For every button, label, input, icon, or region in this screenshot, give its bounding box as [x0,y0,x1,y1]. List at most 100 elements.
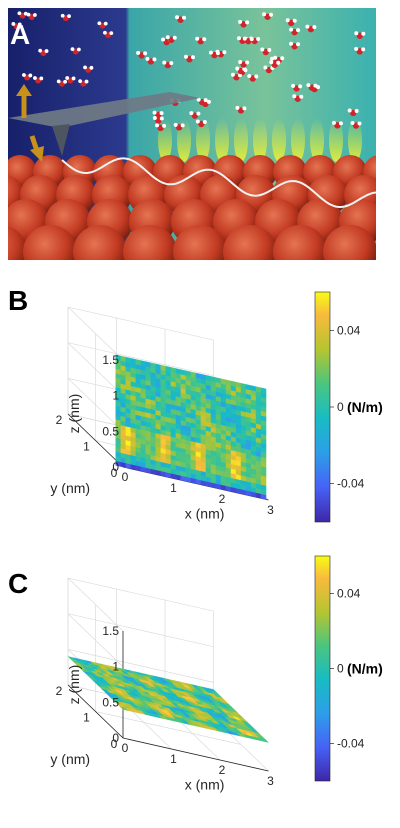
water-molecule [103,30,114,39]
water-molecule [291,83,303,92]
surface-atom [23,225,77,260]
force-map-cell [259,737,270,743]
water-molecule [305,24,317,33]
interface-glow-band [329,118,343,162]
force-map-cell [255,386,262,393]
water-molecule [152,116,164,124]
interface-glow-band [196,118,210,162]
water-molecule [145,56,157,65]
force-map-cell [155,363,162,370]
x-tick-label: 0 [122,470,129,484]
x-tick-label: 2 [219,763,226,777]
x-axis-line [122,737,269,772]
surface-atom [173,225,227,260]
interface-glow-band [234,118,248,162]
z-tick-label: 1.5 [102,353,119,367]
water-molecule [175,15,187,23]
water-molecules [11,11,366,132]
water-molecule [60,13,71,22]
water-molecule [289,41,301,50]
water-molecule [235,66,247,75]
afm-cantilever [8,92,200,128]
surface-atom [0,199,7,245]
force-map-cell [160,364,167,372]
grid-line [67,342,124,396]
surface-atoms [0,155,376,260]
y-axis-line [67,413,124,468]
force-map-cell [245,384,252,391]
force-map-cell [240,383,247,390]
water-molecule [152,110,164,119]
grid-line [67,306,124,361]
interface-glow-band [348,118,362,162]
water-molecule [22,73,33,81]
y-tick-label: 0 [111,466,118,480]
grid-line [67,342,214,377]
water-molecule [285,18,297,27]
water-molecule [183,54,195,63]
force-map-cell [215,377,222,384]
interface-glow-band [215,118,229,162]
grid-line [67,378,124,432]
water-molecule [196,97,208,106]
x-tick-label: 1 [170,481,177,495]
grid-line [67,577,214,612]
water-molecule [306,83,318,91]
interface-glow-band [291,118,305,162]
x-tick-label: 0 [122,741,129,755]
water-molecule [289,27,301,36]
force-map-cell [250,385,257,392]
water-molecule [242,36,254,45]
water-molecule [162,60,174,69]
x-tick-label: 3 [267,503,274,517]
water-molecule [247,73,259,82]
water-molecule [230,72,242,81]
water-molecule [70,47,81,55]
panel-c-y-label: y (nm) [50,751,90,767]
force-map-cell [185,370,192,377]
panel-b-y-label: y (nm) [50,480,90,496]
panel-c-z-label: z (nm) [66,665,82,705]
water-molecule [260,47,272,56]
y-tick-label: 1 [83,440,90,454]
water-molecule [65,76,76,84]
panel-c-colorbar-ticks: 0.04 0 -0.04 [330,587,365,751]
water-molecule [78,79,89,87]
panel-a-illustration [0,8,376,260]
y-tick-label: 2 [56,413,63,427]
z-tick-label: 0 [112,460,119,474]
force-map-cell [170,367,177,374]
panel-b-ticks: 0 1 2 3 0 1 2 0 0.5 1 1.5 [56,353,275,517]
interface-glow-band [310,118,324,162]
x-tick-label: 1 [170,752,177,766]
force-map-cell [190,371,197,378]
force-map-cell [120,355,126,362]
panel-c-3d-plot: 0 1 2 3 0 1 2 0 0.5 1 1.5 x (nm) y (nm) z (nm) 0.0… [50,555,383,793]
water-molecule [292,94,304,102]
surface-atom [273,225,327,260]
panel-letter-a: A [10,19,30,50]
y-axis-line [67,684,124,739]
water-molecule [33,76,44,84]
oscillation-arrow-up [16,84,32,118]
panel-letter-b: B [8,285,28,316]
z-tick-label: 0.5 [102,424,119,438]
y-tick-label: 0 [111,737,118,751]
panel-b-z-label: z (nm) [66,394,82,434]
water-molecule [17,11,28,19]
force-map-cell [210,376,217,383]
oscillation-wave [61,157,376,209]
water-molecule [331,120,343,129]
colorbar-tick-label: 0.04 [337,323,361,337]
water-molecule [165,35,177,43]
force-map-cell [195,372,202,380]
colorbar-tick-label: 0 [337,400,344,414]
force-map-cell [260,387,267,394]
water-molecule [347,108,359,117]
water-molecule [195,36,207,45]
afm-tip [52,124,70,156]
force-map-cell [145,361,152,368]
panel-b-colorbar-ticks: 0.04 0 -0.04 [330,323,365,491]
surface-atom [0,155,7,189]
